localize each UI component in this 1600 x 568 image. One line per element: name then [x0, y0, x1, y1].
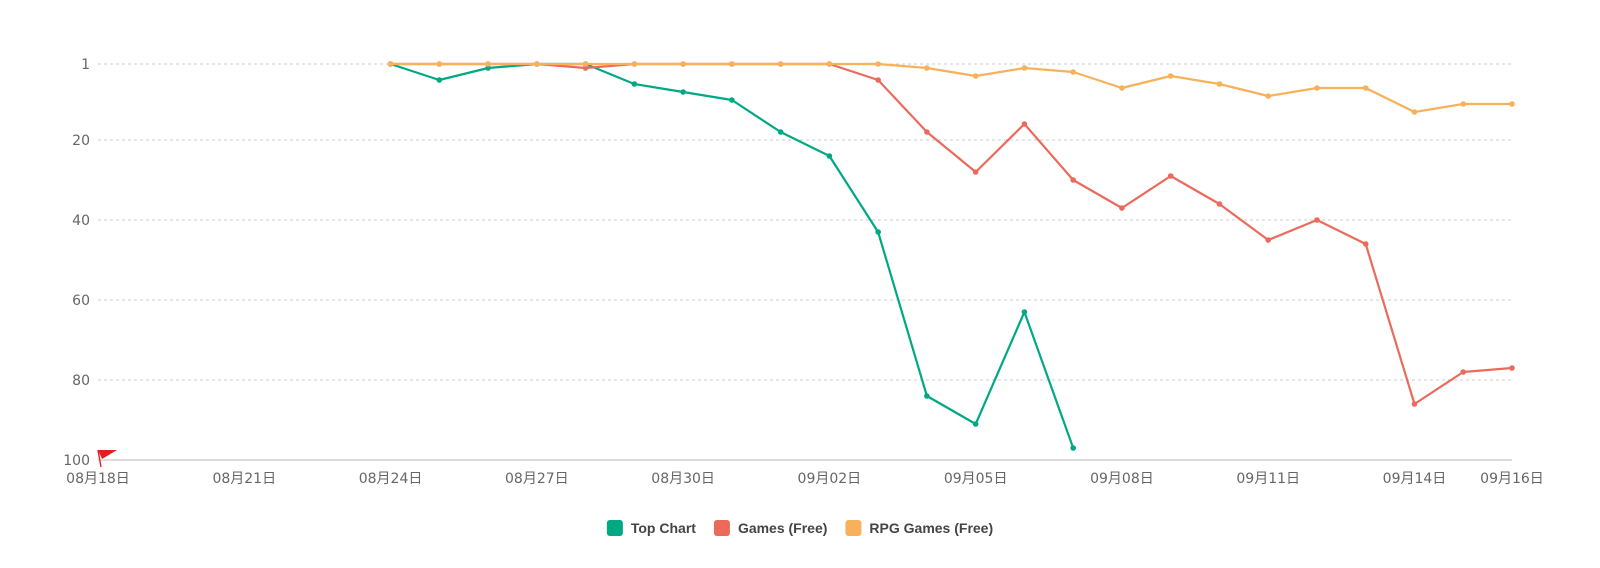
legend-swatch [845, 520, 862, 536]
data-point [1216, 81, 1223, 87]
data-point [1167, 73, 1174, 79]
data-point [924, 393, 930, 399]
data-point [1070, 177, 1076, 183]
data-point [826, 61, 833, 67]
data-point [1070, 445, 1076, 451]
flag-cloth [98, 450, 117, 459]
flag-icon [97, 449, 117, 468]
data-point [485, 61, 491, 67]
data-point [485, 65, 491, 71]
data-point [1021, 65, 1028, 71]
data-point [972, 421, 979, 427]
data-point [436, 61, 443, 67]
data-point [631, 61, 638, 67]
data-point [1216, 201, 1223, 207]
x-tick-label: 08月30日 [651, 471, 715, 487]
x-tick-label: 09月14日 [1383, 471, 1447, 487]
data-point [1021, 121, 1028, 127]
y-tick-label: 80 [72, 373, 90, 389]
series-line [390, 62, 1513, 406]
data-point [729, 97, 735, 103]
data-point [1265, 93, 1272, 99]
data-point [972, 169, 979, 175]
data-point [1021, 309, 1028, 315]
data-point [1119, 205, 1125, 211]
x-axis-tick-labels: 08月18日 08月21日 08月24日 08月27日 08月30日 09月02日 09月0… [66, 471, 1544, 487]
x-tick-label: 09月02日 [798, 471, 862, 487]
data-point [1362, 241, 1369, 247]
y-tick-label: 40 [72, 213, 90, 229]
marker-layer [97, 449, 117, 468]
grid-lines [98, 63, 1512, 381]
data-point [1265, 237, 1272, 243]
legend-swatch [713, 520, 730, 536]
legend-item: Top Chart [606, 520, 696, 536]
x-tick-label: 09月16日 [1480, 471, 1544, 487]
x-tick-label: 09月08日 [1090, 471, 1154, 487]
data-point [534, 61, 540, 67]
data-point [972, 73, 979, 79]
x-tick-label: 09月05日 [944, 471, 1008, 487]
data-point [729, 61, 735, 67]
data-point [1460, 369, 1467, 375]
data-point [387, 61, 394, 67]
x-tick-label: 08月24日 [359, 471, 423, 487]
data-point [1509, 101, 1515, 107]
legend-label: RPG Games (Free) [869, 520, 993, 536]
legend-swatch [606, 520, 623, 536]
data-point [680, 61, 686, 67]
x-tick-label: 08月21日 [212, 471, 276, 487]
legend-item: RPG Games (Free) [845, 520, 993, 536]
data-point [875, 229, 881, 235]
data-point [631, 81, 638, 87]
series-lines [387, 61, 1515, 451]
data-point [1460, 101, 1467, 107]
data-point [582, 65, 589, 71]
data-point [1167, 173, 1174, 179]
data-point [1411, 109, 1418, 115]
data-point [582, 61, 589, 67]
y-tick-label: 20 [72, 133, 90, 149]
series-line [390, 62, 1075, 449]
x-tick-label: 08月18日 [66, 471, 130, 487]
data-point [924, 65, 930, 71]
data-point [1314, 217, 1320, 223]
y-tick-label: 100 [63, 453, 90, 469]
data-point [1314, 85, 1320, 91]
x-tick-label: 09月11日 [1236, 471, 1300, 487]
data-point [777, 129, 784, 135]
legend-label: Top Chart [631, 520, 696, 536]
data-point [875, 77, 881, 83]
legend-item: Games (Free) [713, 520, 827, 536]
data-point [777, 61, 784, 67]
series-line [390, 62, 1512, 114]
data-point [1411, 401, 1418, 407]
y-tick-label: 1 [81, 57, 90, 73]
data-point [924, 129, 930, 135]
data-point [1362, 85, 1369, 91]
flag-pole [97, 449, 102, 468]
x-tick-label: 08月27日 [505, 471, 569, 487]
data-point [1119, 85, 1125, 91]
legend-label: Games (Free) [738, 520, 827, 536]
data-point [875, 61, 881, 67]
data-point [1509, 365, 1515, 371]
y-tick-label: 60 [72, 293, 90, 309]
data-point [1070, 69, 1076, 75]
data-point [826, 153, 833, 159]
legend: Top Chart Games (Free) RPG Games (Free) [606, 520, 993, 536]
data-point [680, 89, 686, 95]
data-point [436, 77, 443, 83]
y-axis-tick-labels: 1 20 40 60 80 100 [63, 57, 90, 469]
